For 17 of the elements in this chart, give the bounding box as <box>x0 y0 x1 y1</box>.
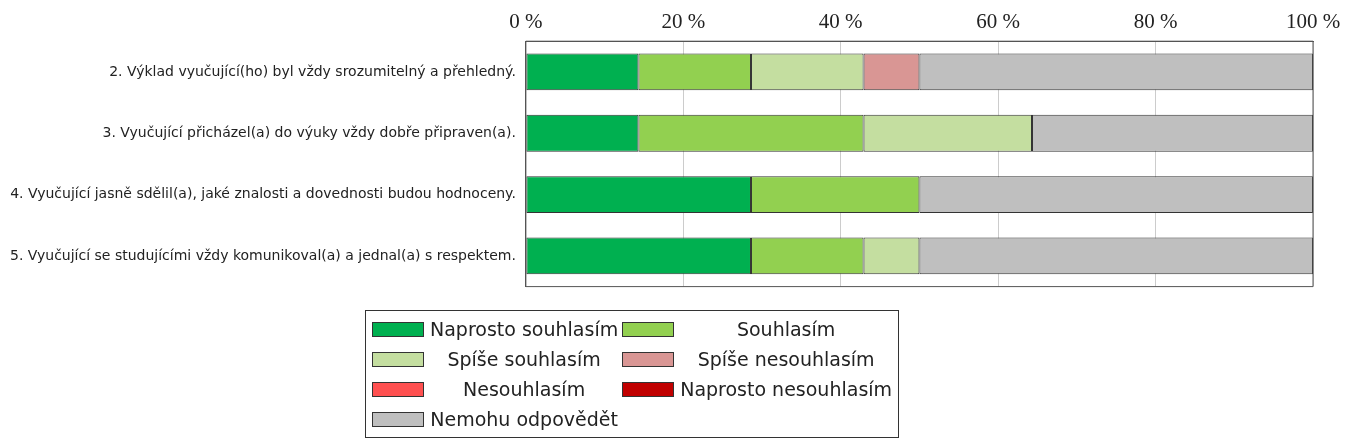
y-tick-label: 2. Výklad vyučující(ho) byl vždy srozumitelný a přehledný. <box>109 62 516 79</box>
legend-label: Naprosto souhlasím <box>430 318 619 340</box>
text: Souhlasím <box>735 318 837 340</box>
y-tick-label: 3. Vyučující přicházel(a) do výuky vždy dobře připraven(a). <box>102 123 516 140</box>
x-tick-label: 20 % <box>661 9 706 34</box>
legend-label: Nesouhlasím <box>462 378 587 400</box>
legend-label: Spíše souhlasím <box>446 348 602 370</box>
y-tick-label: 4. Vyučující jasně sdělil(a), jaké znalosti a dovednosti budou hodnoceny. <box>10 185 516 202</box>
x-tick-label: 80 % <box>1133 9 1178 34</box>
x-tick-label: 40 % <box>818 9 863 34</box>
x-tick-label: 60 % <box>976 9 1021 34</box>
y-tick-label: 5. Vyučující se studujícími vždy komunikoval(a) a jednal(a) s respektem. <box>9 246 516 263</box>
legend-label: Nemohu odpovědět <box>430 408 619 430</box>
x-tick-label: 0 % <box>509 9 543 34</box>
x-tick-label: 100 % <box>1285 9 1341 34</box>
legend-label: Naprosto nesouhlasím <box>680 378 893 400</box>
legend-label: Spíše nesouhlasím <box>696 348 876 370</box>
